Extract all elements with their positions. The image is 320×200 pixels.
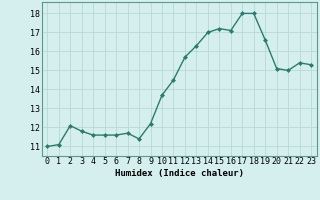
X-axis label: Humidex (Indice chaleur): Humidex (Indice chaleur) — [115, 169, 244, 178]
